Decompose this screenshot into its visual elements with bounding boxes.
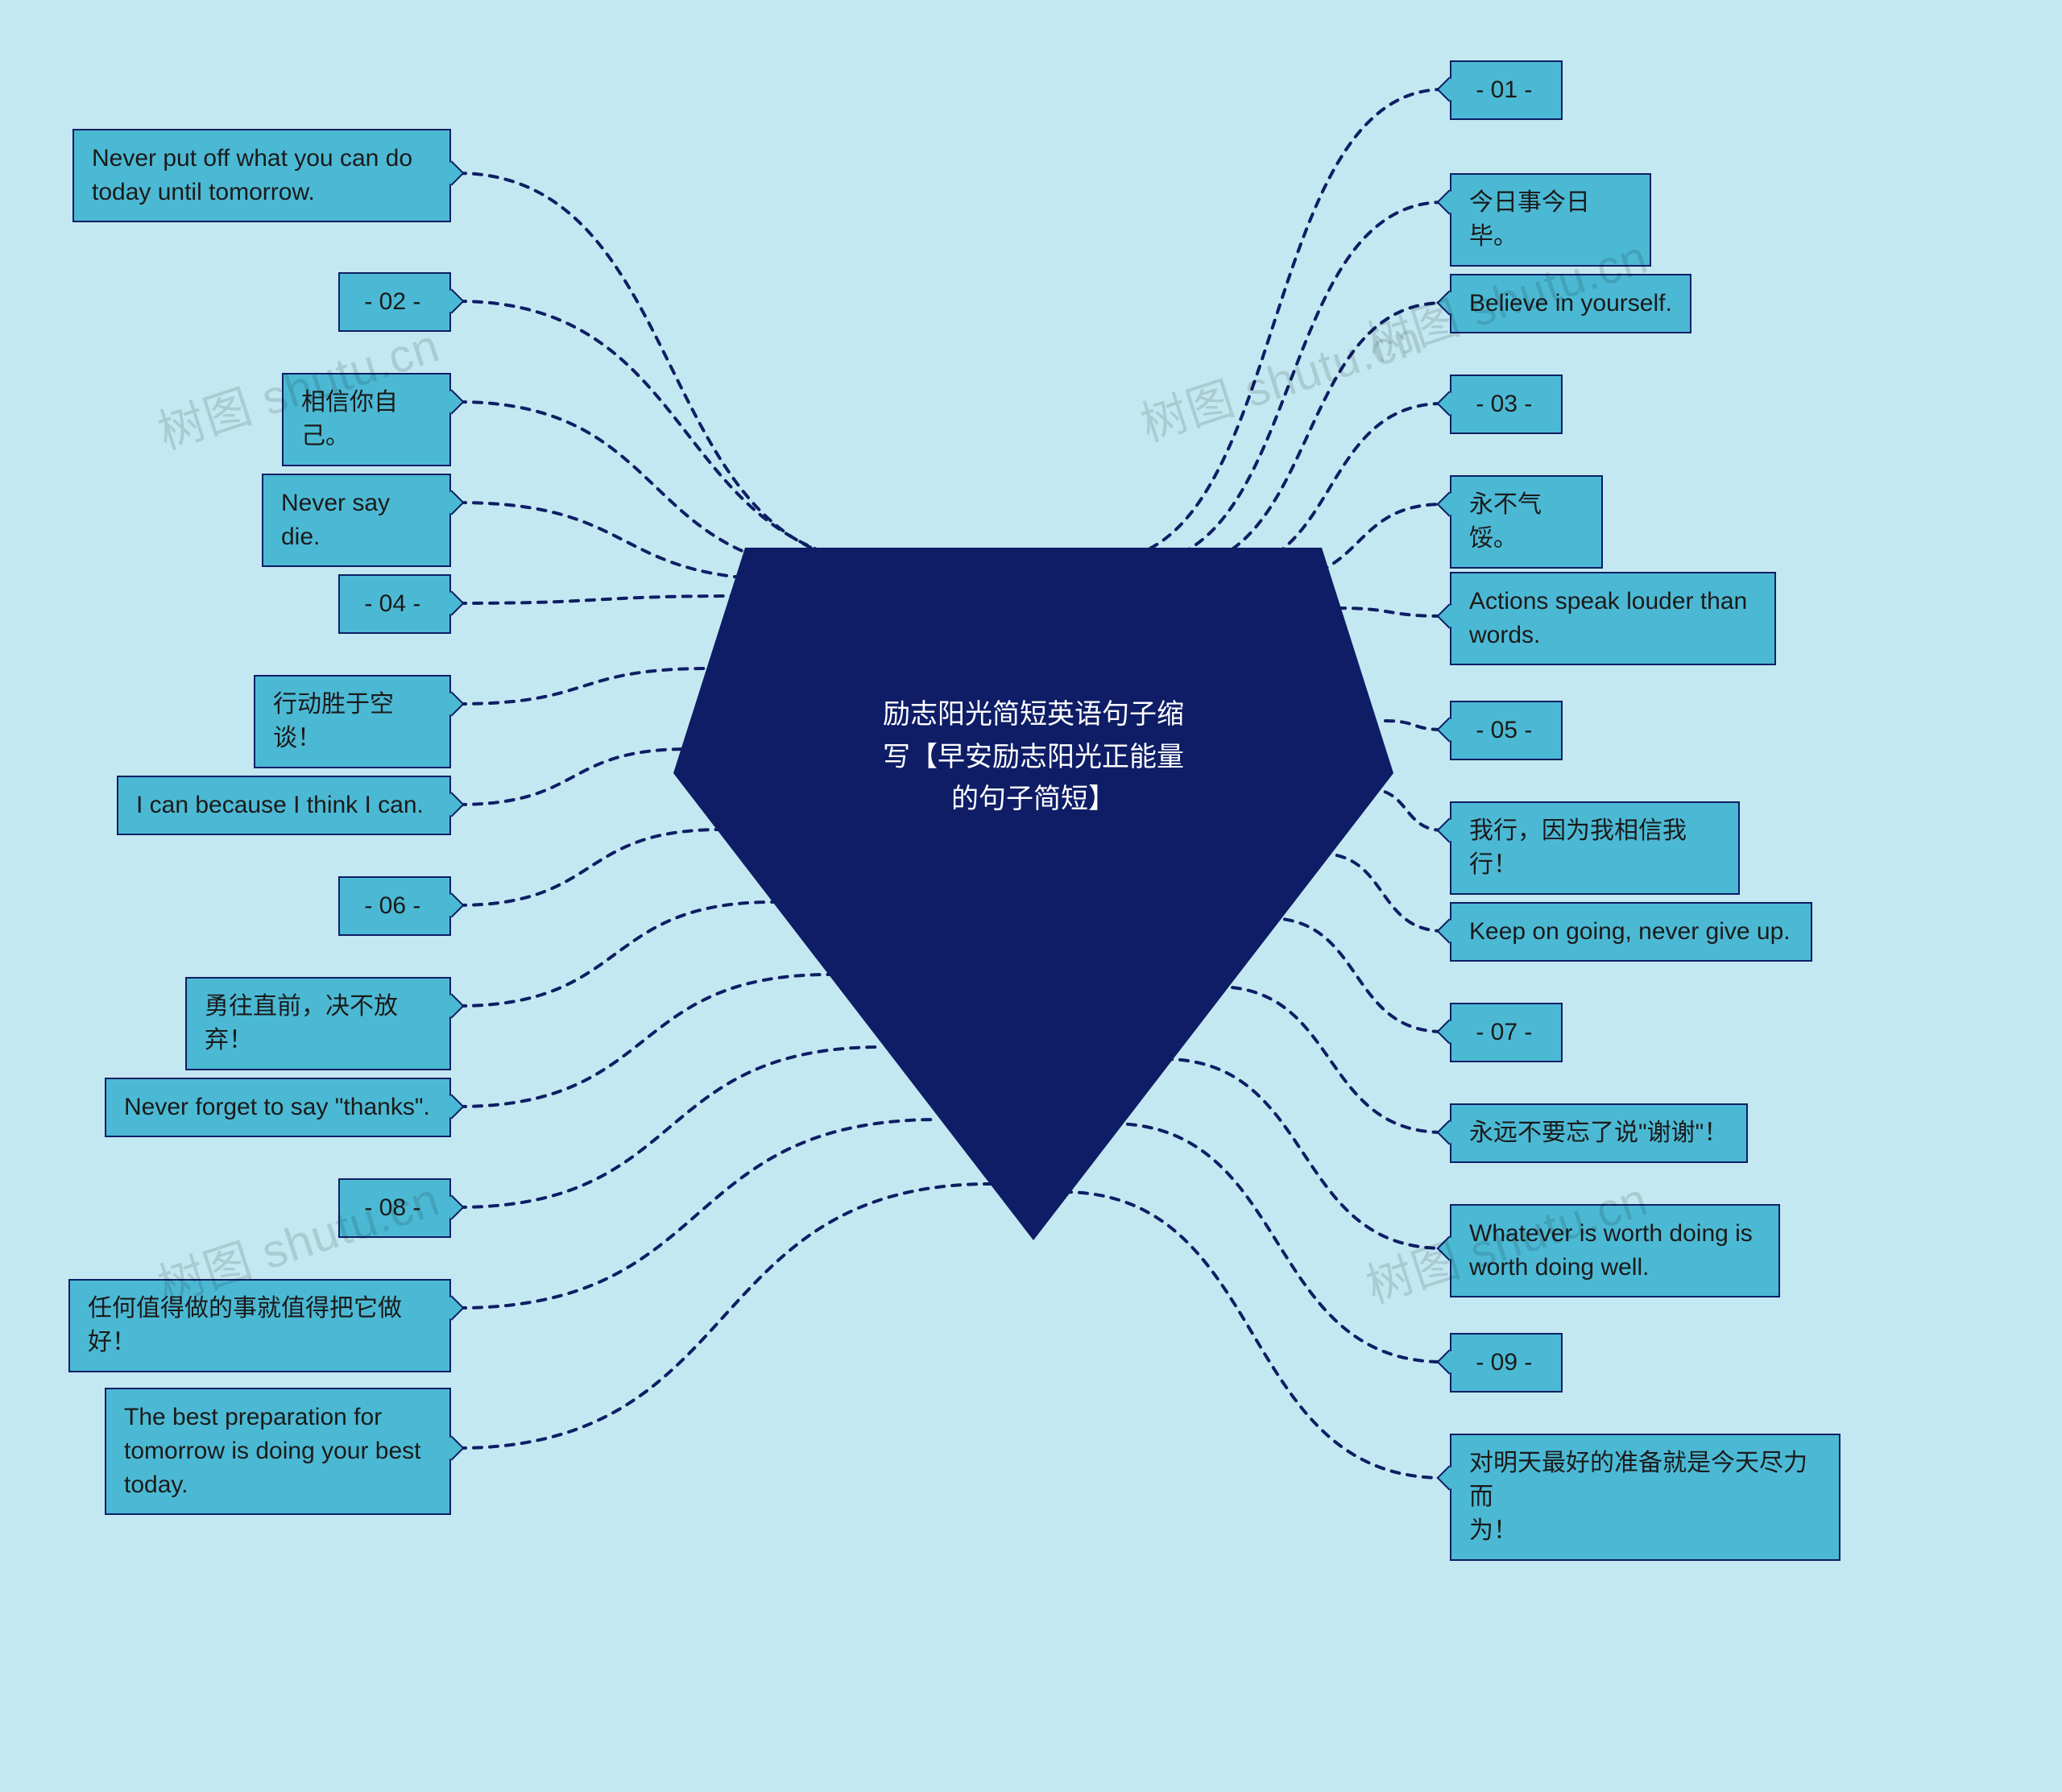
edge [458, 749, 689, 805]
edge [458, 830, 721, 905]
edge [458, 402, 854, 572]
node-label: - 08 - [358, 1191, 428, 1225]
mindmap-node[interactable]: 行动胜于空谈！ [254, 675, 451, 768]
mindmap-node[interactable]: 永不气馁。 [1450, 475, 1603, 569]
mindmap-node[interactable]: - 02 - [338, 272, 451, 332]
mindmap-node[interactable]: Never put off what you can do today unti… [72, 129, 451, 222]
node-label: - 05 - [1469, 714, 1539, 747]
node-label: - 07 - [1469, 1016, 1539, 1049]
node-label: The best preparation for tomorrow is doi… [124, 1401, 421, 1502]
mindmap-node[interactable]: - 07 - [1450, 1003, 1563, 1062]
node-label: I can because I think I can. [136, 788, 424, 822]
mindmap-node[interactable]: 今日事今日毕。 [1450, 173, 1651, 267]
mindmap-node[interactable]: Believe in yourself. [1450, 274, 1691, 333]
edge [458, 1047, 882, 1207]
node-label: Whatever is worth doing is worth doing w… [1469, 1217, 1753, 1285]
edge [1216, 987, 1443, 1132]
mindmap-node[interactable]: The best preparation for tomorrow is doi… [105, 1388, 451, 1515]
edge [458, 975, 830, 1107]
edge [1369, 789, 1443, 830]
mindmap-node[interactable]: - 08 - [338, 1178, 451, 1238]
edge [1337, 608, 1443, 616]
node-label: 对明天最好的准备就是今天尽力而 为！ [1469, 1446, 1821, 1548]
edge [458, 668, 709, 704]
edge [1112, 1124, 1443, 1362]
mindmap-node[interactable]: 永远不要忘了说"谢谢"！ [1450, 1103, 1748, 1163]
node-label: 任何值得做的事就值得把它做好！ [88, 1292, 432, 1360]
mindmap-node[interactable]: 我行，因为我相信我行！ [1450, 801, 1740, 895]
mindmap-node[interactable]: 任何值得做的事就值得把它做好！ [68, 1279, 451, 1372]
mindmap-node[interactable]: - 03 - [1450, 375, 1563, 434]
mindmap-node[interactable]: 勇往直前，决不放弃！ [185, 977, 451, 1070]
center-shape [673, 548, 1393, 1240]
edge [458, 301, 918, 568]
mindmap-node[interactable]: I can because I think I can. [117, 776, 451, 835]
node-label: - 04 - [358, 587, 428, 621]
node-label: Keep on going, never give up. [1469, 915, 1791, 949]
node-label: Never put off what you can do today unti… [92, 142, 412, 209]
edge [1103, 89, 1443, 560]
edge [1136, 202, 1443, 564]
node-label: - 01 - [1469, 73, 1539, 107]
node-label: - 09 - [1469, 1346, 1539, 1380]
node-label: 勇往直前，决不放弃！ [205, 990, 432, 1057]
mindmap-node[interactable]: 对明天最好的准备就是今天尽力而 为！ [1450, 1434, 1840, 1561]
edge [458, 596, 741, 603]
node-label: 今日事今日毕。 [1469, 186, 1632, 254]
node-label: Believe in yourself. [1469, 287, 1672, 321]
node-label: 行动胜于空谈！ [273, 688, 432, 755]
node-label: 相信你自己。 [301, 386, 432, 453]
mindmap-node[interactable]: - 06 - [338, 876, 451, 936]
mindmap-node[interactable]: Never say die. [262, 474, 451, 567]
mindmap-node[interactable]: - 09 - [1450, 1333, 1563, 1393]
mindmap-node[interactable]: - 01 - [1450, 60, 1563, 120]
node-label: 永不气馁。 [1469, 488, 1584, 556]
node-label: 我行，因为我相信我行！ [1469, 814, 1720, 882]
node-label: Never say die. [281, 486, 432, 554]
node-label: Never forget to say "thanks". [124, 1091, 430, 1124]
mindmap-node[interactable]: Keep on going, never give up. [1450, 902, 1812, 962]
edge [1385, 721, 1443, 730]
mindmap-node[interactable]: Actions speak louder than words. [1450, 572, 1776, 665]
edge [1063, 1192, 1443, 1478]
center-title: 励志阳光简短英语句子缩 写【早安励志阳光正能量 的句子简短】 [883, 693, 1184, 821]
edge [1321, 854, 1443, 931]
mindmap-node[interactable]: - 05 - [1450, 701, 1563, 760]
node-label: - 02 - [358, 285, 428, 319]
mindmap-node[interactable]: Never forget to say "thanks". [105, 1078, 451, 1137]
mindmap-node[interactable]: 相信你自己。 [282, 373, 451, 466]
node-label: - 03 - [1469, 387, 1539, 421]
edge [1216, 404, 1443, 572]
mindmap-node[interactable]: - 04 - [338, 574, 451, 634]
edge [458, 1119, 938, 1308]
node-label: 永远不要忘了说"谢谢"！ [1469, 1116, 1728, 1150]
edge [458, 1184, 991, 1448]
node-label: - 06 - [358, 889, 428, 923]
mindmap-node[interactable]: Whatever is worth doing is worth doing w… [1450, 1204, 1780, 1297]
node-label: Actions speak louder than words. [1469, 585, 1747, 652]
